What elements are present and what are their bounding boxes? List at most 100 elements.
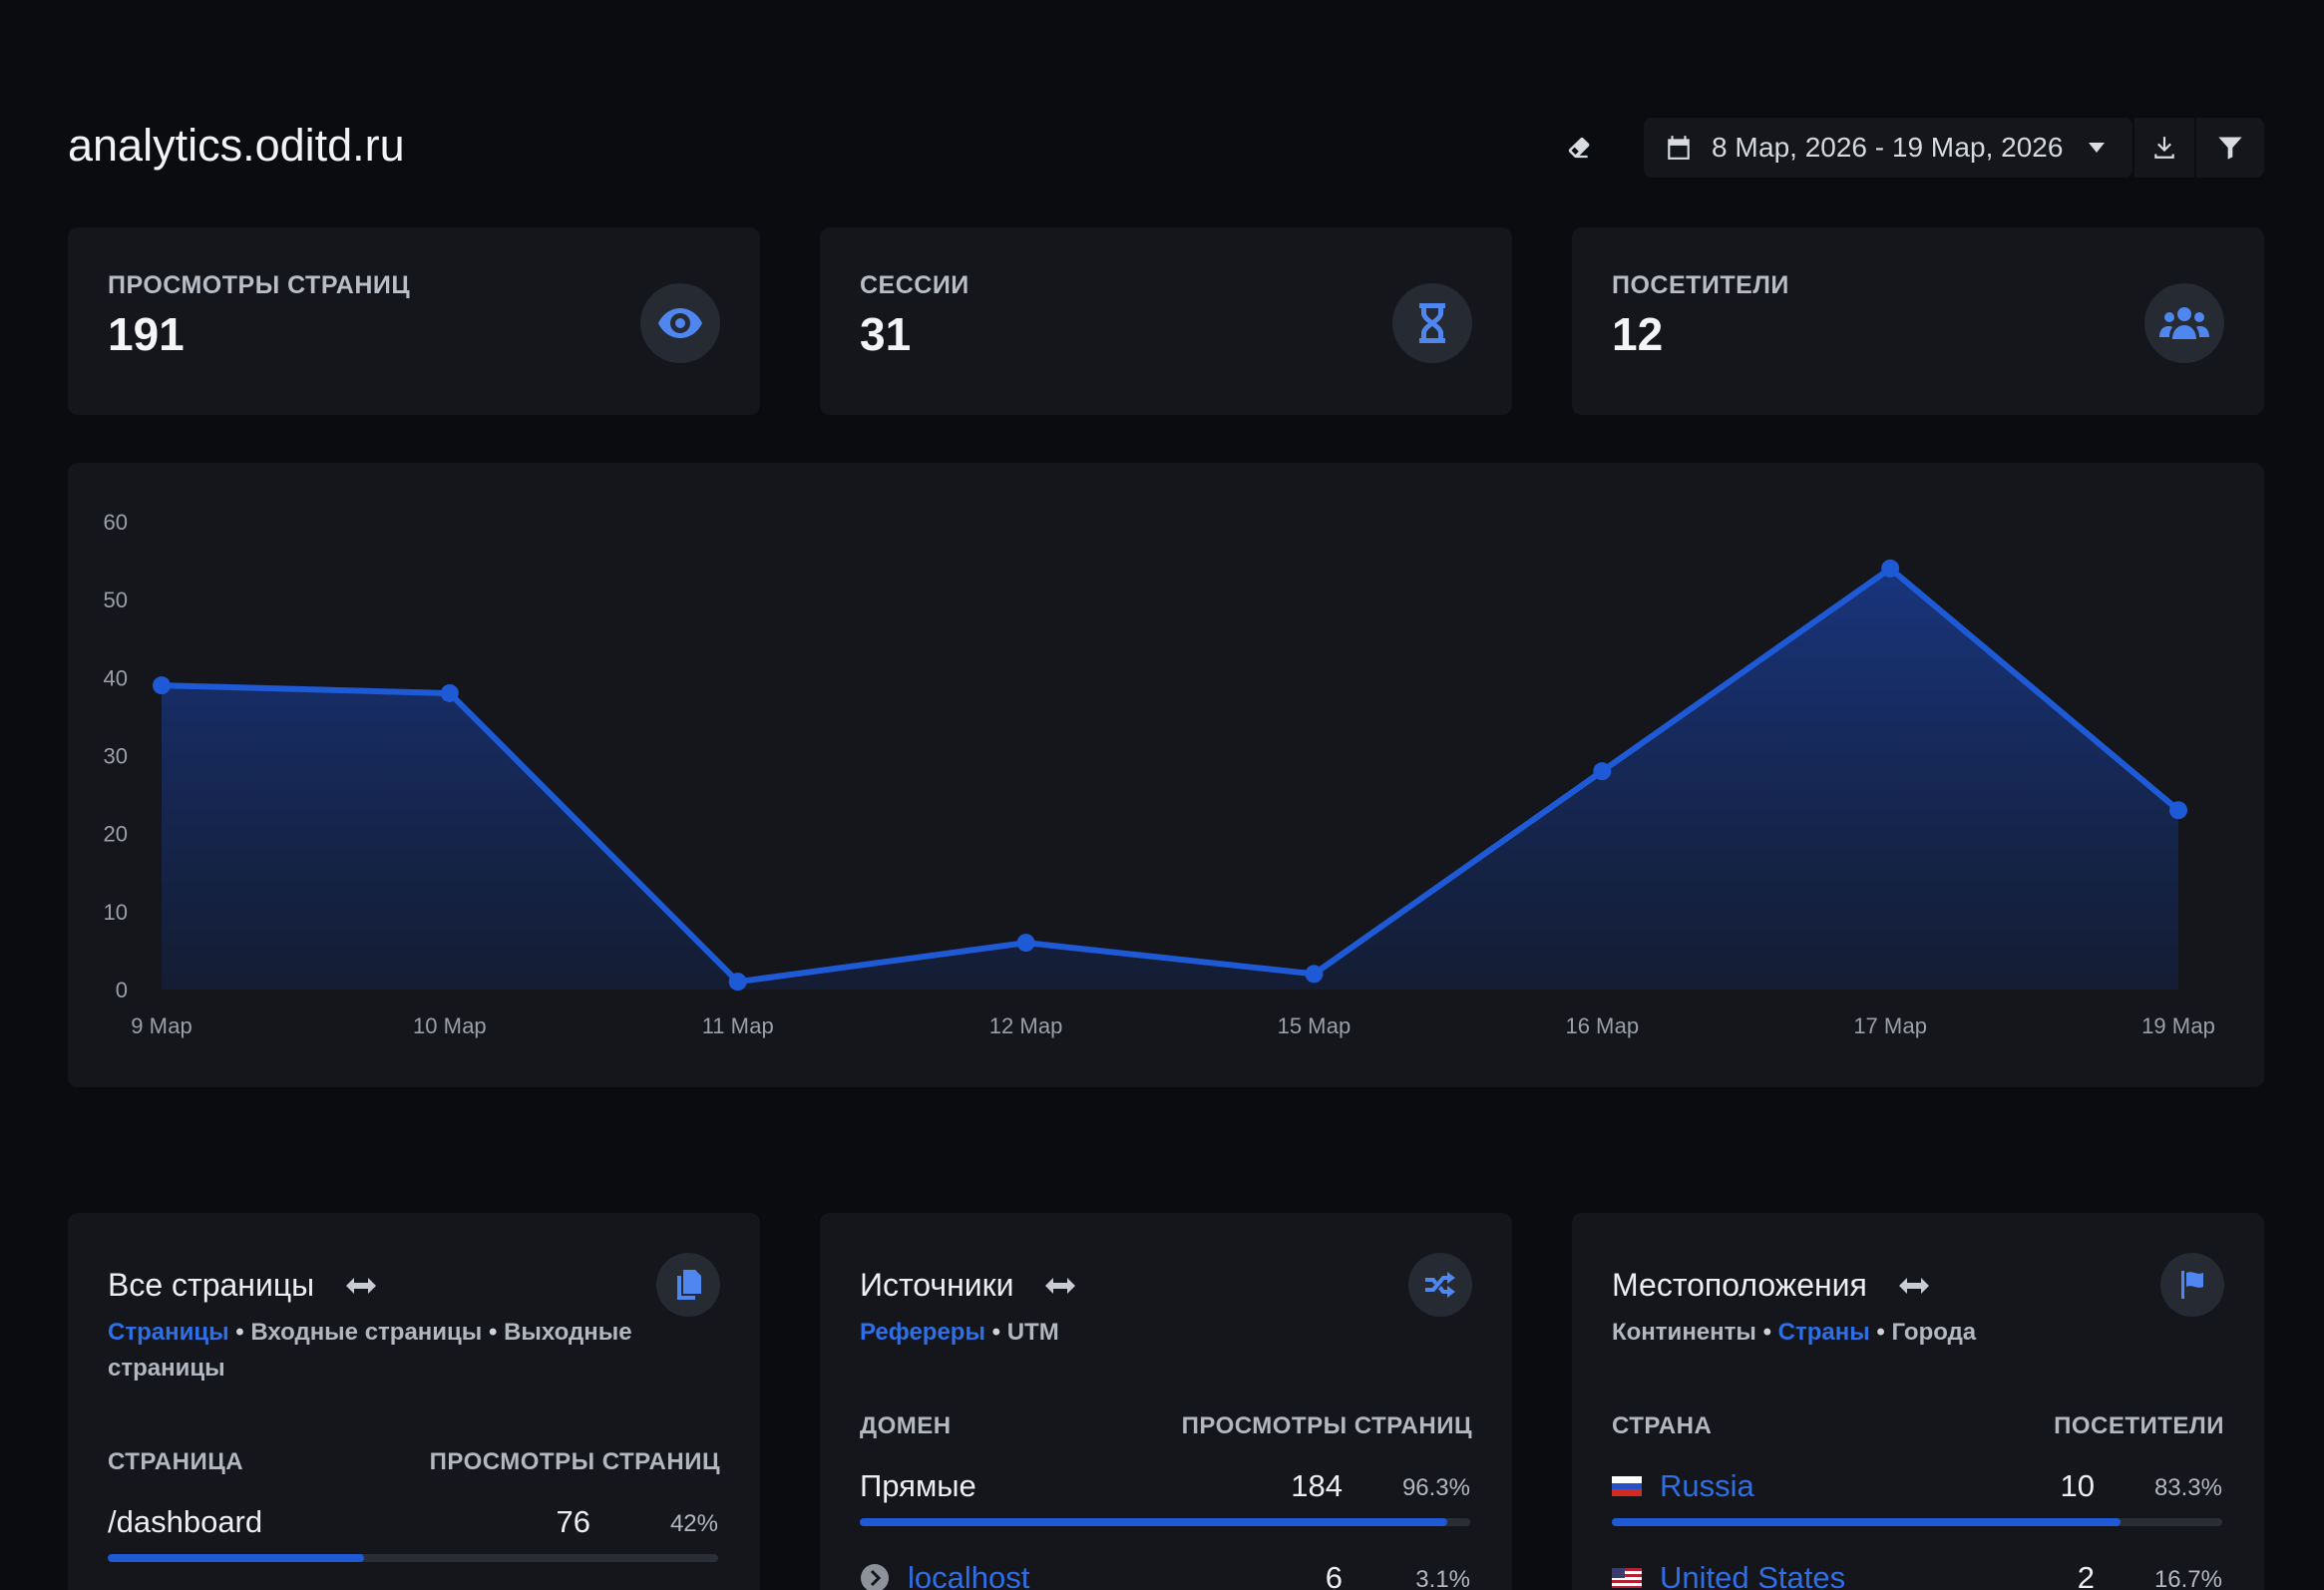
row-bar-fill [108, 1554, 365, 1562]
eraser-icon [1568, 137, 1590, 159]
row-count: 76 [556, 1504, 590, 1539]
toolbar: 8 Мар, 2026 - 19 Мар, 2026 [1544, 118, 2264, 178]
row-percent: 16.7% [2153, 1566, 2222, 1590]
table-row[interactable]: United States 2 16.7% [1612, 1560, 2222, 1590]
y-tick-label: 30 [104, 744, 128, 769]
tab-referrers[interactable]: Рефереры [860, 1319, 985, 1346]
shuffle-icon [1425, 1272, 1455, 1298]
arrows-horizontal-icon [1898, 1277, 1929, 1294]
table-row[interactable]: Russia 10 83.3% [1612, 1468, 2222, 1548]
row-name: Прямые [860, 1468, 976, 1503]
stat-label: СЕССИИ [860, 271, 969, 299]
column-header-pageviews: ПРОСМОТРЫ СТРАНИЦ [429, 1448, 720, 1475]
filter-icon [2218, 137, 2242, 160]
x-tick-label: 17 Мар [1853, 1013, 1927, 1038]
chevron-circle-icon [861, 1564, 889, 1590]
panel-pages: Все страницы Страницы • Входные страницы… [68, 1213, 760, 1590]
row-name[interactable]: localhost [908, 1560, 1030, 1590]
tab-entry-pages[interactable]: Входные страницы [250, 1319, 483, 1346]
stat-value: 31 [860, 308, 912, 360]
table-row[interactable]: localhost 6 3.1% [860, 1560, 1470, 1590]
panel-tabs: Страницы • Входные страницы • Выходные с… [108, 1319, 632, 1382]
chart-point[interactable] [1305, 965, 1324, 984]
panel-locations: Местоположения Континенты • Страны • Гор… [1572, 1213, 2264, 1590]
panel-tabs: Континенты • Страны • Города [1612, 1319, 1977, 1346]
row-bar-fill [860, 1518, 1448, 1526]
clear-filters-button[interactable] [1544, 118, 1614, 178]
row-count: 10 [2060, 1468, 2095, 1503]
x-tick-label: 16 Мар [1565, 1013, 1639, 1038]
row-name: /dashboard [108, 1504, 263, 1539]
tab-utm[interactable]: UTM [1006, 1319, 1059, 1346]
users-icon [2159, 307, 2209, 339]
panel-tabs: Рефереры • UTM [860, 1319, 1059, 1346]
table-row[interactable]: /dashboard 76 42% [108, 1504, 718, 1584]
stat-card-visitors: ПОСЕТИТЕЛИ 12 [1572, 227, 2264, 415]
tab-countries[interactable]: Страны [1777, 1319, 1870, 1346]
y-tick-label: 10 [104, 900, 128, 925]
chart-area [162, 568, 2178, 990]
row-name[interactable]: Russia [1660, 1468, 1754, 1503]
column-header-domain: ДОМЕН [860, 1412, 952, 1439]
copy-icon [677, 1270, 701, 1300]
stat-value: 12 [1612, 308, 1664, 360]
y-tick-label: 0 [116, 978, 128, 1002]
chart-point[interactable] [153, 676, 171, 695]
copy-button[interactable] [656, 1253, 720, 1317]
row-percent: 96.3% [1401, 1474, 1470, 1501]
shuffle-button[interactable] [1408, 1253, 1472, 1317]
chart-point[interactable] [1016, 934, 1035, 953]
pageviews-chart: 0 10 20 30 40 50 60 9 Мар 10 Мар 11 Мар 12 Мар 15 … [68, 463, 2264, 1087]
tab-cities[interactable]: Города [1891, 1319, 1977, 1346]
x-tick-label: 11 Мар [702, 1013, 774, 1038]
expand-button[interactable] [1898, 1276, 1929, 1296]
panel-sources: Источники Рефереры • UTM ДОМЕН ПРОСМОТРЫ… [820, 1213, 1512, 1590]
x-tick-label: 10 Мар [413, 1013, 487, 1038]
download-button[interactable] [2132, 118, 2194, 178]
stat-card-pageviews: ПРОСМОТРЫ СТРАНИЦ 191 [68, 227, 760, 415]
site-title: analytics.oditd.ru [68, 120, 405, 171]
filter-button[interactable] [2196, 118, 2264, 178]
row-bar [108, 1554, 718, 1562]
chart-point[interactable] [1593, 762, 1612, 781]
column-header-visitors: ПОСЕТИТЕЛИ [2054, 1412, 2224, 1439]
pageviews-chart-svg: 0 10 20 30 40 50 60 9 Мар 10 Мар 11 Мар 12 Мар 15 … [104, 510, 2215, 1038]
chart-point[interactable] [728, 973, 747, 992]
table-row[interactable]: Прямые 184 96.3% [860, 1468, 1470, 1548]
arrows-horizontal-icon [1045, 1277, 1076, 1294]
date-range-label: 8 Мар, 2026 - 19 Мар, 2026 [1712, 132, 2064, 163]
tab-continents[interactable]: Континенты [1612, 1319, 1756, 1346]
row-count: 184 [1291, 1468, 1343, 1503]
tab-pages[interactable]: Страницы [108, 1319, 229, 1346]
flag-button[interactable] [2160, 1253, 2224, 1317]
chart-line [161, 565, 2180, 986]
download-icon [2154, 137, 2174, 159]
stat-label: ПОСЕТИТЕЛИ [1612, 271, 1789, 299]
column-header-country: СТРАНА [1612, 1412, 1713, 1439]
y-tick-label: 20 [104, 822, 128, 847]
date-range-picker[interactable]: 8 Мар, 2026 - 19 Мар, 2026 [1644, 118, 2132, 178]
chart-point[interactable] [1881, 559, 1900, 578]
panel-title: Местоположения [1612, 1267, 1867, 1303]
y-tick-label: 50 [104, 588, 128, 612]
panel-title: Источники [860, 1267, 1014, 1303]
chart-point[interactable] [2169, 801, 2187, 820]
y-tick-label: 60 [104, 510, 128, 535]
x-tick-label: 12 Мар [989, 1013, 1063, 1038]
expand-button[interactable] [1045, 1276, 1076, 1296]
expand-button[interactable] [346, 1276, 377, 1296]
row-bar [1612, 1518, 2222, 1526]
row-name[interactable]: United States [1660, 1560, 1846, 1590]
row-count: 2 [2077, 1560, 2095, 1590]
stat-card-sessions: СЕССИИ 31 [820, 227, 1512, 415]
panel-title: Все страницы [108, 1267, 315, 1303]
column-header-page: СТРАНИЦА [108, 1448, 244, 1475]
row-bar-fill [1612, 1518, 2121, 1526]
tab-exit-pages[interactable]: Выходные страницы [108, 1319, 632, 1382]
row-count: 6 [1325, 1560, 1343, 1590]
stat-label: ПРОСМОТРЫ СТРАНИЦ [108, 271, 411, 299]
y-tick-label: 40 [104, 665, 128, 690]
chevron-down-icon [2089, 143, 2106, 153]
chart-point[interactable] [440, 683, 459, 702]
x-tick-label: 9 Мар [131, 1013, 192, 1038]
